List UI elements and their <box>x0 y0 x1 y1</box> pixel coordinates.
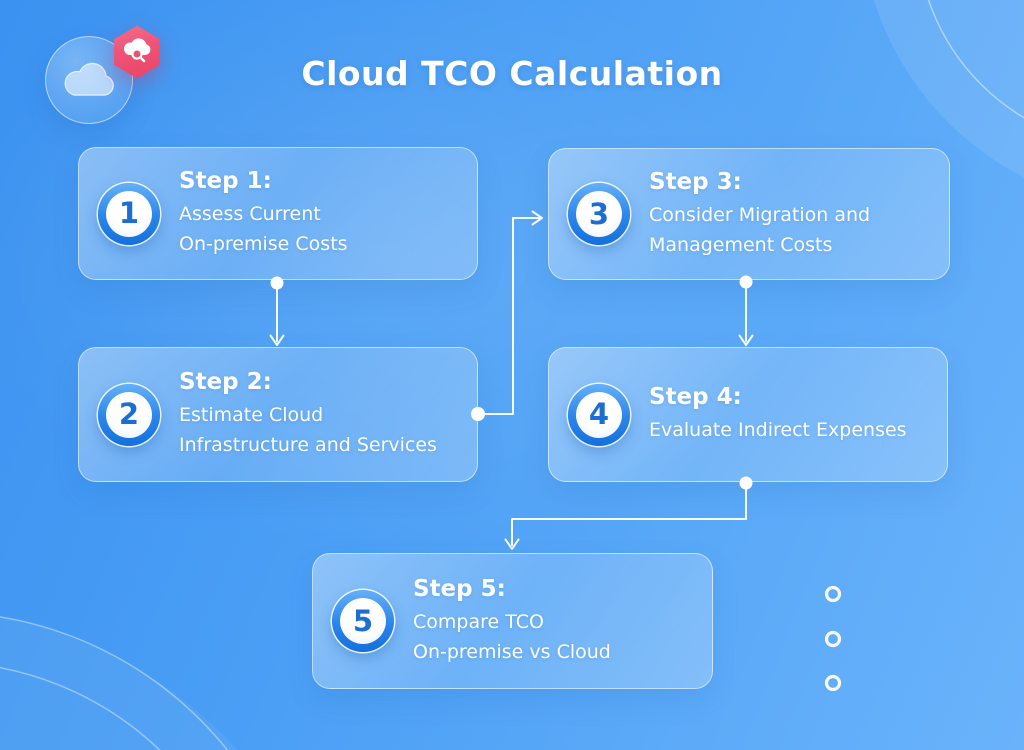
step-number: 3 <box>576 191 622 237</box>
logo-badge <box>111 24 163 80</box>
step-text: Step 5: Compare TCO On-premise vs Cloud <box>413 576 611 667</box>
step-text: Step 1: Assess Current On-premise Costs <box>179 168 348 259</box>
step-card-4: 4 Step 4: Evaluate Indirect Expenses <box>548 347 948 482</box>
cloud-search-icon <box>123 38 151 63</box>
connector-step3-step4 <box>738 281 754 346</box>
step-description: Consider Migration and Management Costs <box>649 203 871 256</box>
step-title: Step 4: <box>649 384 742 410</box>
app-logo <box>45 25 160 124</box>
step-number: 4 <box>576 391 622 438</box>
decorative-bullet-lines <box>824 585 1024 692</box>
connector-step4-step5 <box>504 482 747 550</box>
step-title: Step 1: <box>179 168 272 194</box>
step-text: Step 3: Consider Migration and Managemen… <box>649 169 870 260</box>
step-title: Step 3: <box>649 168 742 195</box>
connector-step1-step2 <box>269 282 285 346</box>
step-number-badge: 1 <box>98 182 160 245</box>
corner-arc-fill-bottom <box>0 617 238 750</box>
page-title: Cloud TCO Calculation <box>301 54 723 93</box>
step-number-badge: 3 <box>568 183 630 245</box>
step-card-1: 1 Step 1: Assess Current On-premise Cost… <box>78 147 478 280</box>
connector-step2-step3 <box>477 210 543 415</box>
step-text: Step 2: Estimate Cloud Infrastructure an… <box>179 369 437 460</box>
step-description: Evaluate Indirect Expenses <box>649 419 907 441</box>
step-number: 5 <box>340 598 386 644</box>
step-description: Compare TCO On-premise vs Cloud <box>413 610 611 663</box>
step-title: Step 2: <box>179 369 272 395</box>
step-text: Step 4: Evaluate Indirect Expenses <box>649 384 907 445</box>
step-description: Estimate Cloud Infrastructure and Servic… <box>179 404 437 456</box>
step-card-3: 3 Step 3: Consider Migration and Managem… <box>548 148 950 280</box>
corner-arc-line-bottom-inner <box>0 667 161 750</box>
step-title: Step 5: <box>413 575 506 602</box>
step-number-badge: 4 <box>568 383 630 446</box>
corner-arc-line-bottom-outer <box>0 616 229 750</box>
step-description: Assess Current On-premise Costs <box>179 203 348 255</box>
step-number: 2 <box>106 391 152 438</box>
step-number-badge: 2 <box>98 383 160 446</box>
step-card-5: 5 Step 5: Compare TCO On-premise vs Clou… <box>312 553 713 689</box>
step-card-2: 2 Step 2: Estimate Cloud Infrastructure … <box>78 347 478 482</box>
cloud-icon <box>64 62 114 96</box>
step-number-badge: 5 <box>332 590 394 652</box>
step-number: 1 <box>106 190 152 237</box>
